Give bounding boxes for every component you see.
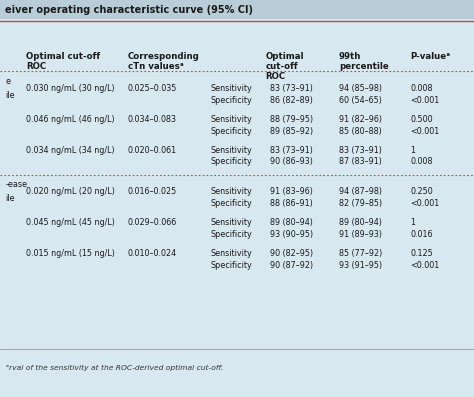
Text: 60 (54–65): 60 (54–65) xyxy=(339,96,382,104)
Text: <0.001: <0.001 xyxy=(410,96,439,104)
Text: <0.001: <0.001 xyxy=(410,199,439,208)
Text: Optimal
cut-off
ROC: Optimal cut-off ROC xyxy=(265,52,304,81)
Text: Sensitivity: Sensitivity xyxy=(211,146,253,154)
FancyBboxPatch shape xyxy=(0,0,474,19)
Text: ile: ile xyxy=(6,194,15,203)
Text: 0.008: 0.008 xyxy=(410,158,432,166)
Text: Specificity: Specificity xyxy=(211,96,253,104)
Text: 0.046 ng/mL (46 ng/L): 0.046 ng/mL (46 ng/L) xyxy=(26,115,115,123)
Text: 0.020–0.061: 0.020–0.061 xyxy=(128,146,177,154)
Text: 85 (77–92): 85 (77–92) xyxy=(339,249,382,258)
Text: 0.045 ng/mL (45 ng/L): 0.045 ng/mL (45 ng/L) xyxy=(26,218,115,227)
Text: 0.008: 0.008 xyxy=(410,84,432,93)
Text: 88 (79–95): 88 (79–95) xyxy=(270,115,313,123)
Text: Specificity: Specificity xyxy=(211,230,253,239)
Text: 0.030 ng/mL (30 ng/L): 0.030 ng/mL (30 ng/L) xyxy=(26,84,115,93)
Text: 0.125: 0.125 xyxy=(410,249,433,258)
Text: 0.016–0.025: 0.016–0.025 xyxy=(128,187,177,196)
Text: -ease: -ease xyxy=(6,180,27,189)
Text: Sensitivity: Sensitivity xyxy=(211,218,253,227)
Text: Specificity: Specificity xyxy=(211,261,253,270)
Text: 88 (86–91): 88 (86–91) xyxy=(270,199,313,208)
Text: P-valueᵃ: P-valueᵃ xyxy=(410,52,450,61)
Text: Corresponding
cTn valuesᵃ: Corresponding cTn valuesᵃ xyxy=(128,52,200,71)
Text: 0.016: 0.016 xyxy=(410,230,432,239)
Text: 83 (73–91): 83 (73–91) xyxy=(339,146,382,154)
Text: eiver operating characteristic curve (95% CI): eiver operating characteristic curve (95… xyxy=(5,4,253,15)
Text: <0.001: <0.001 xyxy=(410,261,439,270)
Text: 0.034–0.083: 0.034–0.083 xyxy=(128,115,177,123)
Text: Sensitivity: Sensitivity xyxy=(211,187,253,196)
Text: e: e xyxy=(6,77,11,86)
Text: 94 (85–98): 94 (85–98) xyxy=(339,84,382,93)
Text: 0.015 ng/mL (15 ng/L): 0.015 ng/mL (15 ng/L) xyxy=(26,249,115,258)
Text: 1: 1 xyxy=(410,218,415,227)
Text: 1: 1 xyxy=(410,146,415,154)
Text: 89 (85–92): 89 (85–92) xyxy=(270,127,313,135)
Text: 86 (82–89): 86 (82–89) xyxy=(270,96,313,104)
Text: 83 (73–91): 83 (73–91) xyxy=(270,146,313,154)
Text: 91 (83–96): 91 (83–96) xyxy=(270,187,313,196)
Text: <0.001: <0.001 xyxy=(410,127,439,135)
Text: 0.034 ng/mL (34 ng/L): 0.034 ng/mL (34 ng/L) xyxy=(26,146,115,154)
Text: 90 (82–95): 90 (82–95) xyxy=(270,249,313,258)
Text: Specificity: Specificity xyxy=(211,199,253,208)
Text: Specificity: Specificity xyxy=(211,127,253,135)
Text: Sensitivity: Sensitivity xyxy=(211,84,253,93)
Text: 90 (86–93): 90 (86–93) xyxy=(270,158,313,166)
Text: Sensitivity: Sensitivity xyxy=(211,115,253,123)
Text: 0.025–0.035: 0.025–0.035 xyxy=(128,84,177,93)
Text: ᵃrval of the sensitivity at the ROC-derived optimal cut-off.: ᵃrval of the sensitivity at the ROC-deri… xyxy=(6,365,223,372)
Text: 85 (80–88): 85 (80–88) xyxy=(339,127,382,135)
Text: 0.250: 0.250 xyxy=(410,187,433,196)
Text: Specificity: Specificity xyxy=(211,158,253,166)
Text: 93 (90–95): 93 (90–95) xyxy=(270,230,313,239)
Text: 90 (87–92): 90 (87–92) xyxy=(270,261,313,270)
Text: 0.020 ng/mL (20 ng/L): 0.020 ng/mL (20 ng/L) xyxy=(26,187,115,196)
Text: 91 (82–96): 91 (82–96) xyxy=(339,115,382,123)
Text: 87 (83–91): 87 (83–91) xyxy=(339,158,382,166)
Text: 89 (80–94): 89 (80–94) xyxy=(270,218,313,227)
Text: 93 (91–95): 93 (91–95) xyxy=(339,261,382,270)
Text: 99th
percentile: 99th percentile xyxy=(339,52,389,71)
Text: 83 (73–91): 83 (73–91) xyxy=(270,84,313,93)
Text: 94 (87–98): 94 (87–98) xyxy=(339,187,382,196)
Text: 0.010–0.024: 0.010–0.024 xyxy=(128,249,177,258)
Text: 82 (79–85): 82 (79–85) xyxy=(339,199,382,208)
Text: 89 (80–94): 89 (80–94) xyxy=(339,218,382,227)
Text: 0.029–0.066: 0.029–0.066 xyxy=(128,218,177,227)
Text: Sensitivity: Sensitivity xyxy=(211,249,253,258)
Text: 0.500: 0.500 xyxy=(410,115,433,123)
Text: ile: ile xyxy=(6,91,15,100)
Text: Optimal cut-off
ROC: Optimal cut-off ROC xyxy=(26,52,100,71)
Text: 91 (89–93): 91 (89–93) xyxy=(339,230,382,239)
